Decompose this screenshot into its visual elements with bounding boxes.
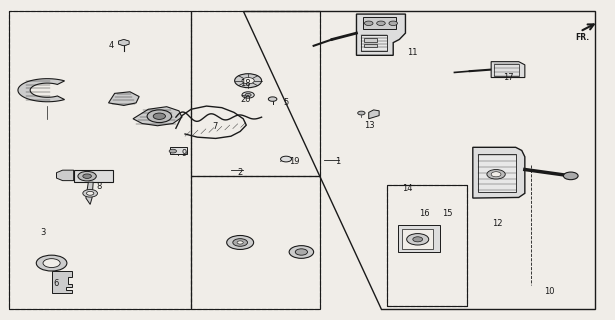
Circle shape [245,93,251,97]
Polygon shape [86,182,93,204]
Polygon shape [108,92,139,105]
Polygon shape [243,11,595,309]
Text: 11: 11 [407,48,417,57]
Circle shape [280,156,292,162]
Circle shape [83,174,92,178]
Bar [387,185,467,306]
Polygon shape [473,147,525,198]
Bar [9,11,191,309]
Bar [191,176,320,309]
Circle shape [268,97,277,101]
Text: FR.: FR. [576,33,590,42]
Circle shape [242,77,254,84]
Polygon shape [119,39,129,46]
Polygon shape [491,62,525,77]
Circle shape [43,259,60,268]
Circle shape [237,241,243,244]
Polygon shape [357,14,405,55]
Polygon shape [369,110,379,119]
Circle shape [119,40,129,45]
Circle shape [147,110,172,123]
Text: 13: 13 [365,121,375,130]
Bar [191,11,320,176]
Text: 16: 16 [419,209,430,219]
Circle shape [242,92,254,98]
Bar [191,176,320,309]
Text: 15: 15 [442,209,453,219]
Circle shape [491,172,501,177]
Bar [494,64,518,76]
Circle shape [407,234,429,245]
Circle shape [83,189,98,197]
Circle shape [358,111,365,115]
Text: 5: 5 [283,99,288,108]
Circle shape [227,236,253,250]
Circle shape [365,21,373,26]
Text: 4: 4 [108,41,114,50]
Text: 19: 19 [289,157,300,166]
Text: 17: 17 [504,73,514,82]
Bar [398,225,440,252]
Circle shape [36,255,67,271]
Circle shape [289,246,314,258]
Bar [170,147,187,154]
Circle shape [78,172,97,181]
Text: 3: 3 [41,228,46,237]
Text: 10: 10 [544,287,555,296]
Circle shape [413,237,423,242]
Text: 8: 8 [97,182,101,191]
Text: 6: 6 [54,279,59,288]
Bar [402,229,433,250]
Circle shape [376,21,385,26]
Text: 14: 14 [402,184,413,193]
Bar [363,17,396,29]
Polygon shape [52,271,72,293]
Polygon shape [133,107,182,126]
Text: 18: 18 [240,79,251,88]
Text: 2: 2 [237,168,242,177]
Bar [9,11,191,309]
Circle shape [295,249,308,255]
Circle shape [235,74,261,88]
Circle shape [487,170,506,179]
Circle shape [153,113,165,119]
Text: 1: 1 [335,157,340,166]
Bar [74,170,113,182]
Bar [387,185,467,306]
Bar [364,38,377,42]
Circle shape [389,21,397,26]
Text: 20: 20 [240,95,251,104]
Circle shape [563,172,578,180]
Circle shape [169,149,177,153]
Text: 12: 12 [492,219,502,228]
Polygon shape [57,170,74,180]
Bar [191,11,320,176]
Text: 9: 9 [182,149,187,158]
Bar [364,44,377,47]
Circle shape [233,239,247,246]
Text: 7: 7 [213,122,218,131]
Circle shape [87,191,94,195]
Polygon shape [18,79,65,102]
Bar [478,154,515,192]
Bar [362,35,387,51]
